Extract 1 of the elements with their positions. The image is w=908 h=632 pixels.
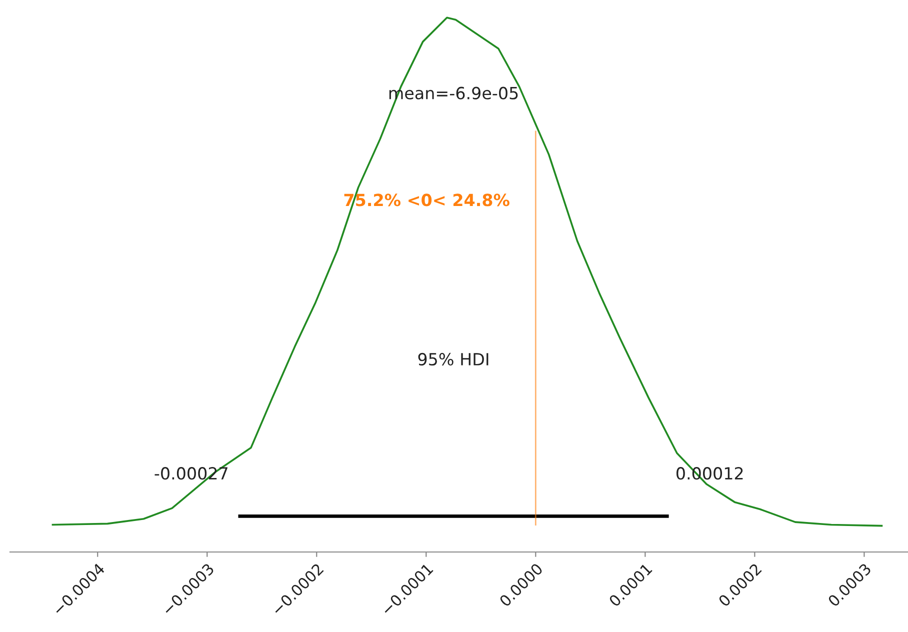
text: 95% HDI [418, 352, 488, 366]
